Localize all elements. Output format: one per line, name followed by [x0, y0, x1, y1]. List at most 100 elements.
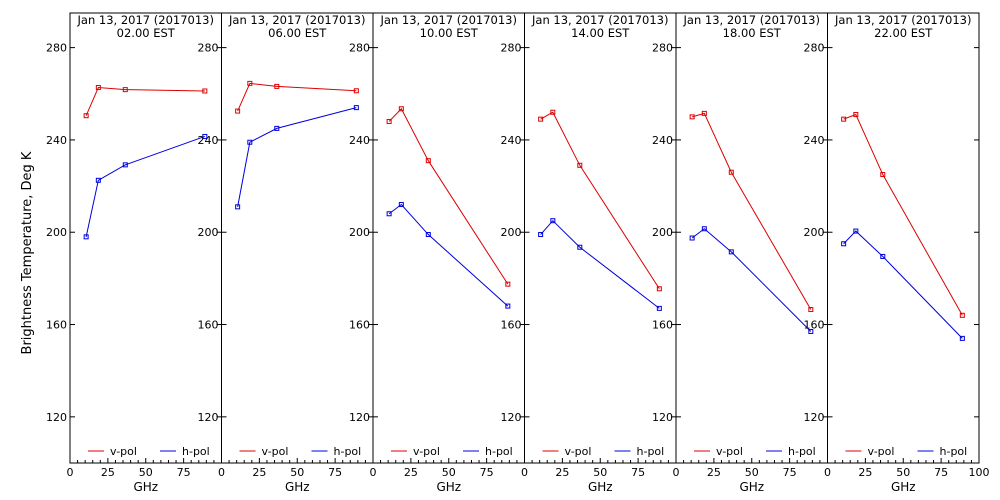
y-tick-label: 160 [349, 319, 370, 332]
data-point-hpol [235, 204, 241, 210]
y-tick-label: 240 [652, 134, 673, 147]
panel-subtitle: 02.00 EST [117, 26, 176, 40]
data-point-hpol [689, 235, 695, 241]
legend-label-vpol: v-pol [565, 445, 592, 458]
y-tick-label: 120 [804, 411, 825, 424]
y-tick-label: 200 [804, 226, 825, 239]
panel-title: Jan 13, 2017 (2017013) [683, 13, 820, 27]
y-tick-label: 200 [349, 226, 370, 239]
data-point-vpol [656, 286, 662, 292]
x-tick-label: 75 [934, 466, 948, 479]
data-point-vpol [880, 172, 886, 178]
x-tick-label: 25 [858, 466, 872, 479]
y-tick-label: 200 [46, 226, 67, 239]
data-point-hpol [959, 335, 965, 341]
x-tick-label: 25 [555, 466, 569, 479]
panel-subtitle: 22.00 EST [874, 26, 933, 40]
y-tick-label: 120 [652, 411, 673, 424]
data-point-vpol [701, 110, 707, 116]
y-tick-label: 120 [349, 411, 370, 424]
series-line-hpol [540, 219, 660, 309]
x-tick-label: 50 [290, 466, 304, 479]
data-point-vpol [505, 281, 511, 287]
data-point-hpol [538, 232, 544, 238]
panel-3: Jan 13, 2017 (2017013)10.00 EST 120 160 200… [349, 12, 525, 494]
y-tick-label: 160 [804, 319, 825, 332]
y-tick-label: 280 [46, 42, 67, 55]
y-tick-label: 120 [46, 411, 67, 424]
x-axis-label: GHz [133, 480, 158, 494]
data-point-hpol [853, 228, 859, 234]
x-axis-label: GHz [739, 480, 764, 494]
y-tick-label: 160 [652, 319, 673, 332]
data-point-vpol [386, 118, 392, 124]
data-point-hpol [841, 241, 847, 247]
data-point-hpol [247, 139, 253, 145]
y-tick-label: 280 [198, 42, 219, 55]
data-point-hpol [122, 162, 128, 168]
x-tick-label: 75 [328, 466, 342, 479]
panel-1: Jan 13, 2017 (2017013)02.00 EST 120 160 200… [46, 12, 222, 494]
y-tick-label: 160 [501, 319, 522, 332]
data-point-hpol [398, 202, 404, 208]
y-tick-label: 240 [804, 134, 825, 147]
x-tick-label: 100 [969, 466, 990, 479]
legend-label-hpol: h-pol [182, 445, 210, 458]
x-tick-label: 50 [139, 466, 153, 479]
data-point-vpol [853, 112, 859, 118]
legend-label-hpol: h-pol [334, 445, 362, 458]
legend-label-hpol: h-pol [637, 445, 665, 458]
y-tick-label: 280 [652, 42, 673, 55]
data-point-vpol [808, 307, 814, 313]
data-point-vpol [728, 169, 734, 175]
x-axis-label: GHz [891, 480, 916, 494]
data-point-vpol [538, 116, 544, 122]
data-point-hpol [386, 211, 392, 217]
data-point-hpol [83, 234, 89, 240]
x-tick-label: 75 [480, 466, 494, 479]
x-tick-label: 0 [521, 466, 528, 479]
x-tick-label: 50 [593, 466, 607, 479]
x-tick-label: 0 [673, 466, 680, 479]
y-tick-label: 120 [198, 411, 219, 424]
y-axis-label: Brightness Temperature, Deg K [20, 151, 35, 354]
panel-4: Jan 13, 2017 (2017013)14.00 EST 120 160 200… [501, 12, 677, 494]
data-point-vpol [425, 158, 431, 164]
panel-subtitle: 14.00 EST [571, 26, 630, 40]
data-point-hpol [353, 105, 359, 111]
panel-6: Jan 13, 2017 (2017013)22.00 EST 120 160 200… [804, 12, 990, 494]
series-line-vpol [85, 87, 205, 116]
panel-subtitle: 06.00 EST [268, 26, 327, 40]
data-point-hpol [202, 133, 208, 139]
data-point-hpol [701, 226, 707, 232]
panel-frame [827, 12, 980, 464]
data-point-vpol [689, 114, 695, 120]
x-tick-label: 25 [101, 466, 115, 479]
series-line-vpol [388, 107, 509, 285]
panel-subtitle: 10.00 EST [420, 26, 479, 40]
x-tick-label: 75 [783, 466, 797, 479]
legend-label-vpol: v-pol [110, 445, 137, 458]
x-tick-label: 25 [252, 466, 266, 479]
series-line-hpol [85, 135, 206, 237]
x-tick-label: 50 [745, 466, 759, 479]
data-point-hpol [577, 244, 583, 250]
data-point-vpol [202, 88, 208, 94]
x-tick-label: 0 [218, 466, 225, 479]
y-tick-label: 240 [349, 134, 370, 147]
data-point-vpol [353, 88, 359, 94]
data-point-vpol [122, 87, 128, 93]
series-line-vpol [540, 111, 660, 290]
x-tick-label: 75 [631, 466, 645, 479]
y-tick-label: 200 [652, 226, 673, 239]
y-tick-label: 280 [804, 42, 825, 55]
data-point-vpol [95, 85, 101, 91]
x-tick-label: 0 [824, 466, 831, 479]
legend-label-hpol: h-pol [485, 445, 513, 458]
panel-title: Jan 13, 2017 (2017013) [834, 13, 971, 27]
x-axis-label: GHz [285, 480, 310, 494]
x-tick-label: 50 [896, 466, 910, 479]
y-tick-label: 200 [198, 226, 219, 239]
legend-label-vpol: v-pol [262, 445, 289, 458]
data-point-vpol [577, 162, 583, 168]
